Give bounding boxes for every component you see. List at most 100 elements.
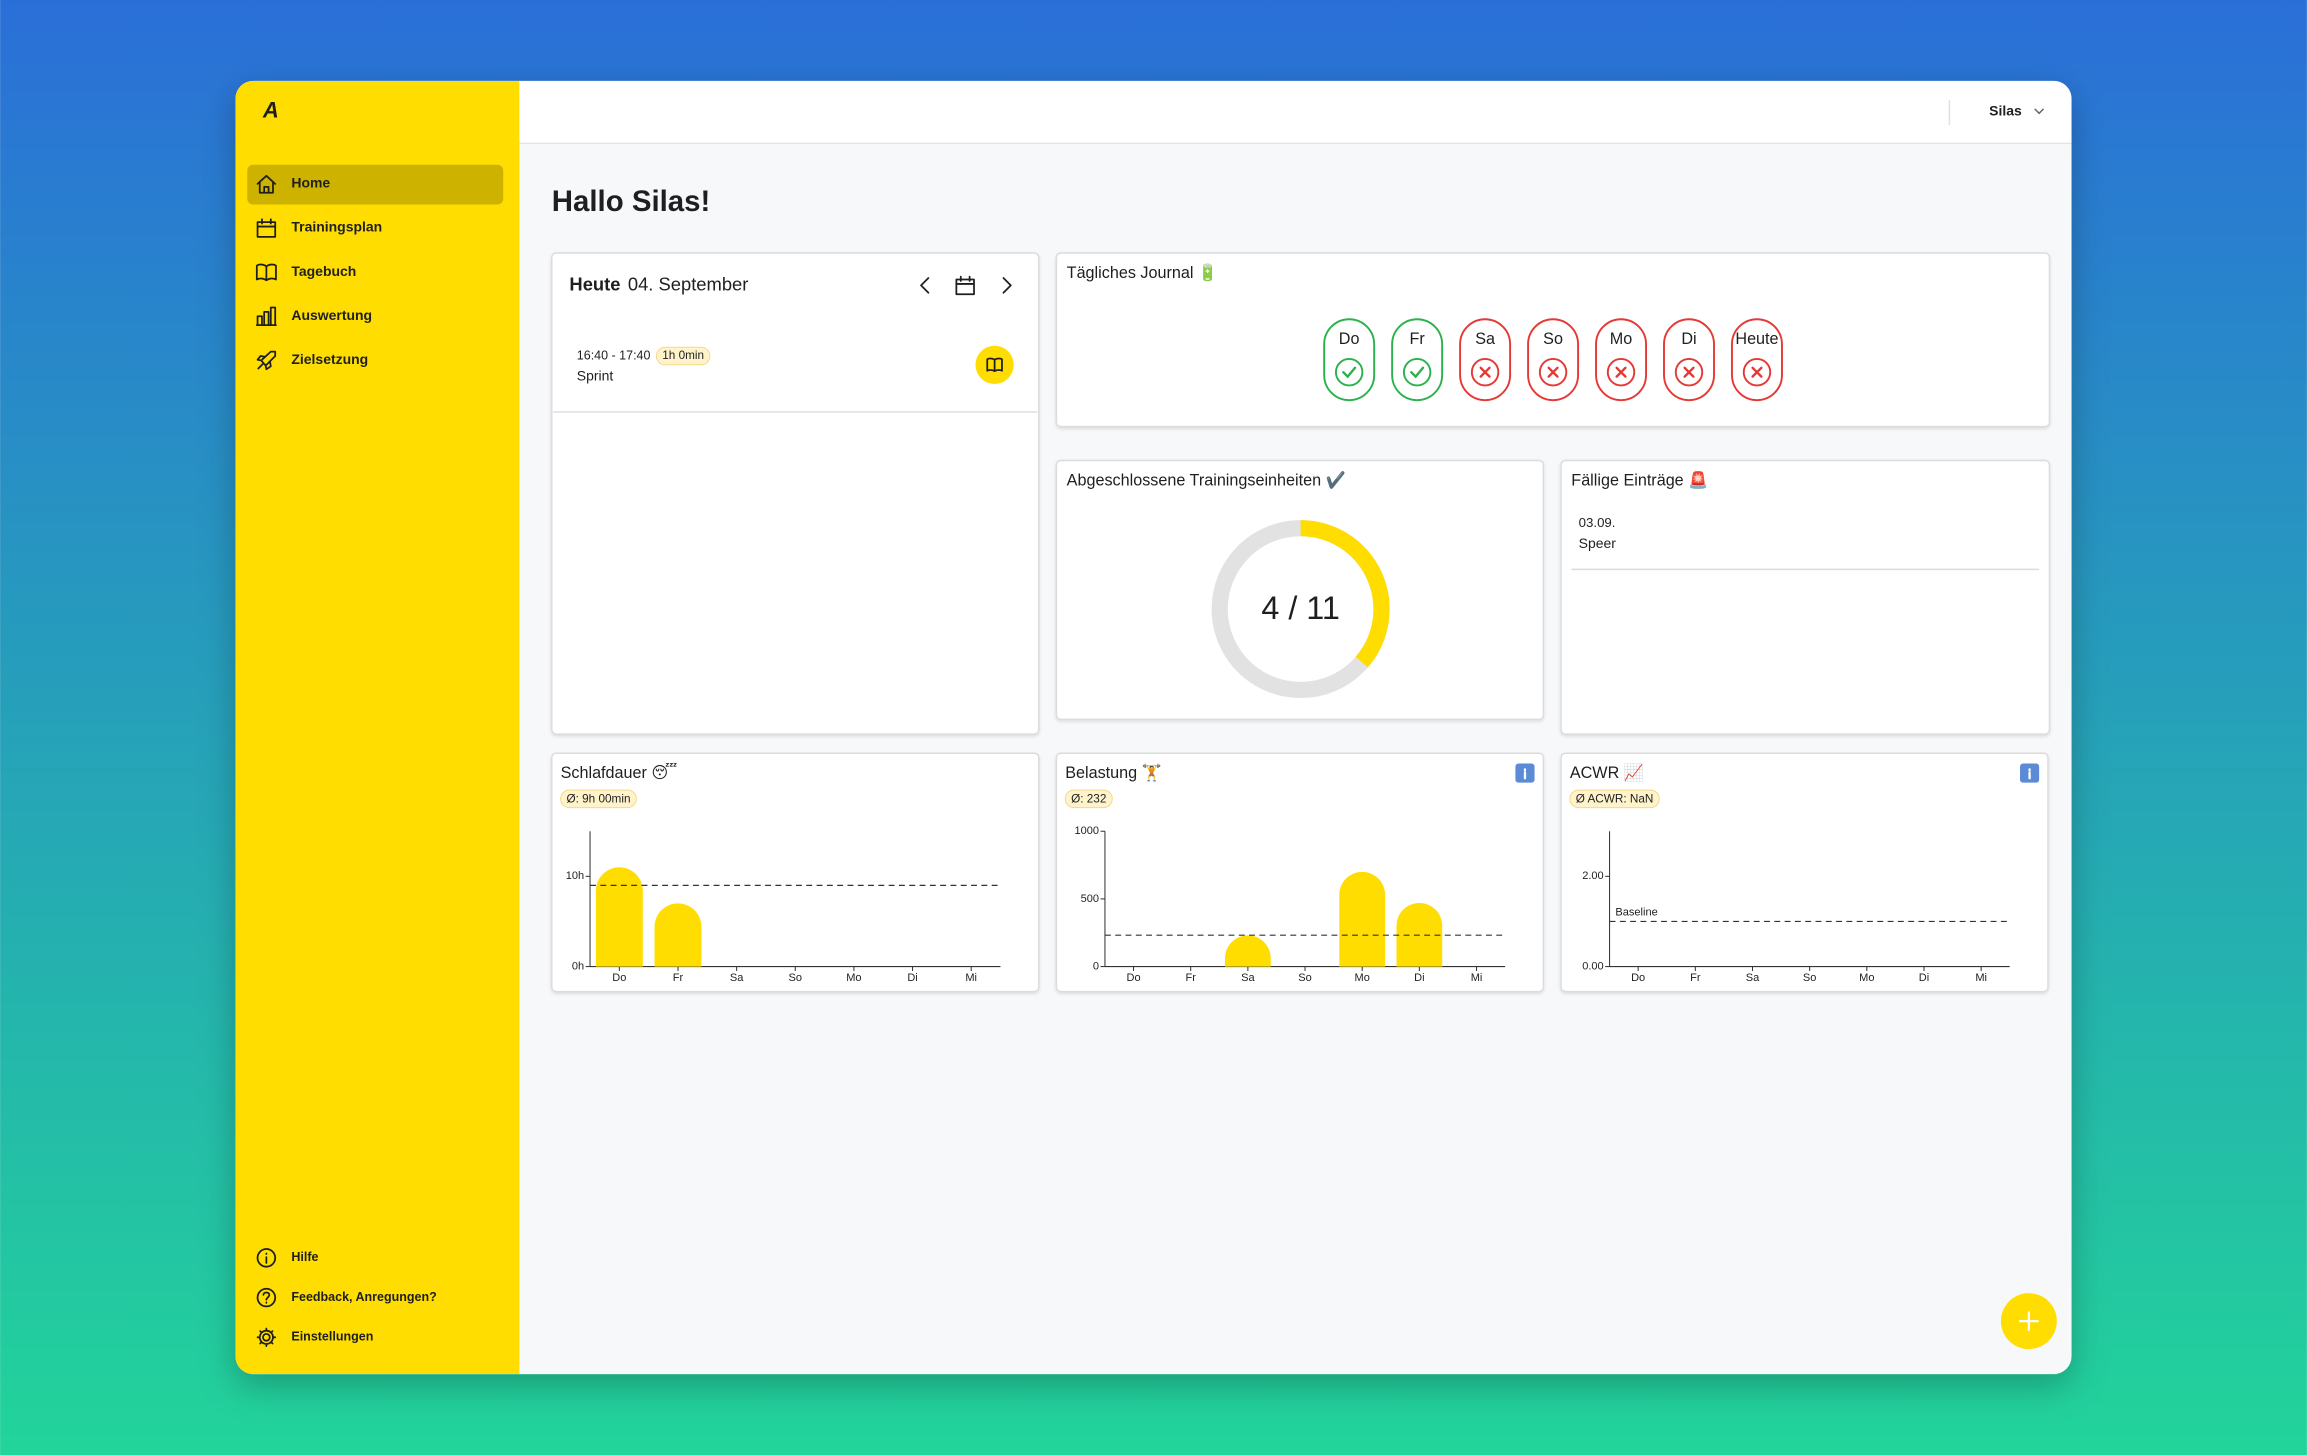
x-tick-label: Mi xyxy=(1471,972,1483,984)
prev-day[interactable] xyxy=(920,277,930,294)
footer-item[interactable]: Einstellungen xyxy=(291,1330,373,1344)
average-label: Ø ACWR: NaN xyxy=(1576,793,1654,806)
journal-status xyxy=(1402,358,1432,387)
progress-label: 4 / 11 xyxy=(1261,590,1340,626)
add-icon xyxy=(2018,1311,2039,1332)
x-tick-label: Mo xyxy=(1355,972,1370,984)
due-date: 03.09. xyxy=(1579,515,1616,530)
x-tick-label: Di xyxy=(1414,972,1424,984)
average-label: Ø: 9h 00min xyxy=(566,793,630,806)
x-tick-label: Sa xyxy=(730,972,744,984)
x-tick-label: Do xyxy=(1631,972,1645,984)
footer-item[interactable]: Feedback, Anregungen? xyxy=(291,1290,436,1304)
nav-icon[interactable] xyxy=(255,263,277,282)
next-day[interactable] xyxy=(1002,277,1012,294)
x-tick-label: Do xyxy=(612,972,626,984)
y-tick-label: 0h xyxy=(572,960,584,972)
nav-item[interactable]: Tagebuch xyxy=(291,263,356,279)
x-tick-label: So xyxy=(1298,972,1311,984)
due-card xyxy=(1560,459,2051,735)
journal-day-label[interactable]: Mo xyxy=(1610,330,1632,348)
x-tick-label: Fr xyxy=(1185,972,1196,984)
y-tick-label: 500 xyxy=(1081,893,1099,905)
bar xyxy=(654,903,702,967)
user-chevron[interactable] xyxy=(2034,108,2045,115)
entry-name: Sprint xyxy=(577,367,614,383)
nav-icon[interactable] xyxy=(256,174,277,194)
chart-title: ACWR 📈 xyxy=(1570,763,1644,782)
due-name: Speer xyxy=(1579,535,1617,551)
duration-badge xyxy=(655,346,711,366)
y-tick-label: 0.00 xyxy=(1582,960,1603,972)
logo[interactable]: A xyxy=(262,98,279,123)
x-tick-label: Mi xyxy=(965,972,977,984)
today-date: 04. September xyxy=(628,273,749,294)
y-tick-label: 10h xyxy=(566,870,584,882)
journal-day-label[interactable]: Sa xyxy=(1475,330,1495,348)
due-title: Fällige Einträge 🚨 xyxy=(1571,470,1708,489)
average-badge xyxy=(560,789,637,809)
x-tick-label: Sa xyxy=(1241,972,1255,984)
footer-item[interactable]: Hilfe xyxy=(291,1250,318,1264)
x-tick-label: So xyxy=(789,972,802,984)
journal-day-label[interactable]: So xyxy=(1543,330,1563,348)
user-name[interactable]: Silas xyxy=(1989,102,2022,118)
greeting: Hallo Silas! xyxy=(552,185,711,218)
top-bar xyxy=(519,80,2072,143)
chart-title: Belastung 🏋️ xyxy=(1065,763,1162,782)
x-tick-label: Di xyxy=(907,972,917,984)
completed-card xyxy=(1055,459,1545,721)
calendar-button[interactable] xyxy=(955,275,975,296)
bar xyxy=(595,867,643,967)
nav-item[interactable]: Zielsetzung xyxy=(291,351,368,367)
x-tick-label: Mi xyxy=(1975,972,1987,984)
nav-icon[interactable] xyxy=(256,218,277,238)
book-icon[interactable] xyxy=(986,357,1003,373)
journal-status-icon xyxy=(1615,366,1627,378)
journal-status xyxy=(1742,358,1772,387)
x-tick-label: Fr xyxy=(673,972,684,984)
journal-status xyxy=(1334,358,1364,387)
journal-day-label[interactable]: Do xyxy=(1339,330,1360,348)
x-tick-label: Di xyxy=(1919,972,1929,984)
footer-icon[interactable] xyxy=(256,1287,277,1308)
chart-card xyxy=(1560,752,2049,993)
entry-time: 16:40 - 17:40 xyxy=(577,348,651,362)
y-tick-label: 1000 xyxy=(1075,825,1100,837)
journal-day-label[interactable]: Heute xyxy=(1735,330,1778,348)
completed-title: Abgeschlossene Trainingseinheiten ✔️ xyxy=(1067,470,1346,489)
journal-status xyxy=(1538,358,1568,387)
journal-status xyxy=(1674,358,1704,387)
x-tick-label: Mo xyxy=(846,972,861,984)
nav-item[interactable]: Trainingsplan xyxy=(291,219,382,235)
nav-item[interactable]: Auswertung xyxy=(291,307,372,323)
progress-arc xyxy=(1300,520,1390,668)
journal-day-label[interactable]: Fr xyxy=(1410,330,1426,348)
x-tick-label: So xyxy=(1803,972,1816,984)
journal-status-icon xyxy=(1751,366,1763,378)
x-tick-label: Mo xyxy=(1859,972,1874,984)
bar xyxy=(1339,871,1386,967)
average-badge xyxy=(1064,789,1113,809)
nav-icon[interactable] xyxy=(255,306,277,327)
journal-status xyxy=(1606,358,1636,387)
today-label: Heute xyxy=(569,273,620,294)
average-badge xyxy=(1569,789,1660,809)
nav-icon[interactable] xyxy=(256,350,277,371)
footer-icon[interactable] xyxy=(256,1327,277,1348)
footer-icon[interactable] xyxy=(256,1248,277,1268)
nav-item[interactable]: Home xyxy=(291,175,330,191)
sidebar xyxy=(235,80,520,1375)
x-tick-label: Sa xyxy=(1746,972,1760,984)
chart-card xyxy=(1055,752,1545,993)
journal-status-icon xyxy=(1683,366,1695,378)
journal-status-icon xyxy=(1479,366,1491,378)
journal-title: Tägliches Journal 🔋 xyxy=(1067,263,1218,282)
today-card xyxy=(551,252,1040,735)
bar xyxy=(1224,935,1271,967)
average-label: Ø: 232 xyxy=(1071,793,1106,806)
journal-day-label[interactable]: Di xyxy=(1681,330,1696,348)
journal-status-icon xyxy=(1547,366,1559,378)
